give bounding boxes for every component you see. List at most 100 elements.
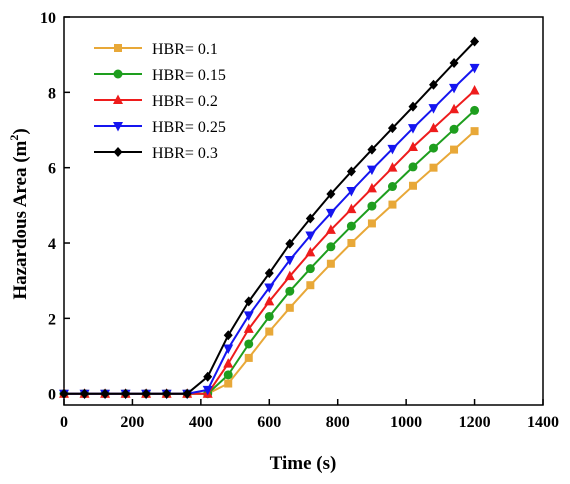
- legend-label: HBR= 0.3: [152, 145, 218, 162]
- x-tick-label: 0: [60, 414, 68, 431]
- data-point: [244, 339, 254, 349]
- data-point: [470, 105, 480, 115]
- legend-item: HBR= 0.25: [94, 119, 226, 136]
- data-point: [264, 311, 274, 321]
- data-point: [450, 145, 459, 154]
- legend-label: HBR= 0.2: [152, 93, 218, 110]
- data-point: [346, 166, 356, 177]
- data-point: [449, 124, 459, 134]
- legend-marker: [113, 147, 123, 157]
- data-point: [141, 388, 151, 399]
- series-line: [64, 89, 476, 395]
- data-point: [203, 371, 213, 382]
- y-tick-label: 4: [48, 236, 56, 253]
- data-point: [346, 187, 357, 197]
- data-point: [223, 330, 233, 341]
- data-point: [285, 286, 295, 296]
- data-point: [264, 283, 275, 293]
- data-point: [223, 370, 233, 380]
- data-point: [224, 379, 233, 388]
- series-5: [59, 36, 480, 399]
- data-point: [387, 144, 398, 155]
- data-point: [202, 385, 213, 396]
- plot-frame: [63, 16, 544, 406]
- x-tick-label: 200: [120, 414, 144, 431]
- series-3: [59, 84, 480, 398]
- data-point: [100, 388, 110, 399]
- data-point: [285, 238, 295, 249]
- data-point: [325, 224, 336, 234]
- data-point: [264, 295, 275, 306]
- x-tick-label: 600: [257, 414, 281, 431]
- y-tick-label: 2: [48, 311, 56, 328]
- data-point: [326, 189, 336, 200]
- data-point: [429, 79, 439, 90]
- data-point: [306, 281, 315, 290]
- data-point: [264, 268, 274, 279]
- legend-item: HBR= 0.3: [94, 145, 218, 162]
- data-point: [347, 239, 356, 248]
- legend-label: HBR= 0.1: [152, 41, 218, 58]
- x-tick-label: 1400: [527, 414, 559, 431]
- data-point: [367, 144, 377, 155]
- data-point: [367, 201, 377, 211]
- data-point: [305, 213, 315, 224]
- data-point: [285, 303, 294, 312]
- data-point: [346, 221, 356, 231]
- data-point: [162, 388, 172, 399]
- x-tick-label: 1200: [459, 414, 491, 431]
- data-point: [387, 123, 397, 134]
- data-point: [469, 63, 480, 74]
- x-tick-label: 800: [326, 414, 350, 431]
- series-4: [59, 63, 480, 400]
- y-axis-title: Hazardous Area (m2): [7, 128, 31, 299]
- y-tick-label: 8: [48, 85, 56, 102]
- data-point: [244, 353, 253, 362]
- data-point: [326, 242, 336, 252]
- legend-item: HBR= 0.15: [94, 67, 226, 84]
- data-point: [388, 200, 397, 209]
- data-point: [346, 203, 357, 214]
- data-point: [223, 358, 234, 368]
- data-point: [223, 344, 234, 354]
- data-point: [469, 84, 480, 95]
- data-point: [284, 255, 295, 266]
- legend-label: HBR= 0.25: [152, 119, 226, 136]
- legend-marker: [114, 44, 122, 52]
- legend-marker: [113, 69, 123, 79]
- data-point: [408, 162, 418, 172]
- data-point: [428, 122, 439, 133]
- data-point: [408, 101, 418, 112]
- data-point: [470, 36, 480, 47]
- legend-label: HBR= 0.15: [152, 67, 226, 84]
- data-point: [428, 104, 439, 114]
- data-point: [366, 165, 377, 176]
- data-point: [366, 182, 377, 193]
- x-axis-title: Time (s): [270, 453, 337, 474]
- data-point: [325, 208, 336, 219]
- data-point: [407, 141, 418, 151]
- data-point: [243, 323, 254, 333]
- data-point: [265, 327, 274, 336]
- data-point: [387, 162, 398, 172]
- data-point: [470, 127, 479, 136]
- data-point: [80, 388, 90, 399]
- legend-marker: [113, 94, 123, 104]
- data-point: [449, 103, 460, 114]
- x-tick-label: 400: [189, 414, 213, 431]
- data-point: [429, 143, 439, 153]
- series-line: [64, 40, 476, 395]
- data-point: [284, 270, 295, 281]
- data-point: [407, 124, 418, 134]
- legend-item: HBR= 0.1: [94, 41, 218, 58]
- data-point: [429, 163, 438, 172]
- data-point: [449, 57, 459, 68]
- series-line: [64, 67, 476, 395]
- data-point: [305, 264, 315, 274]
- legend-item: HBR= 0.2: [94, 93, 218, 110]
- data-point: [121, 388, 131, 399]
- data-point: [59, 388, 69, 399]
- legend-marker: [113, 122, 123, 132]
- y-tick-label: 6: [48, 161, 56, 178]
